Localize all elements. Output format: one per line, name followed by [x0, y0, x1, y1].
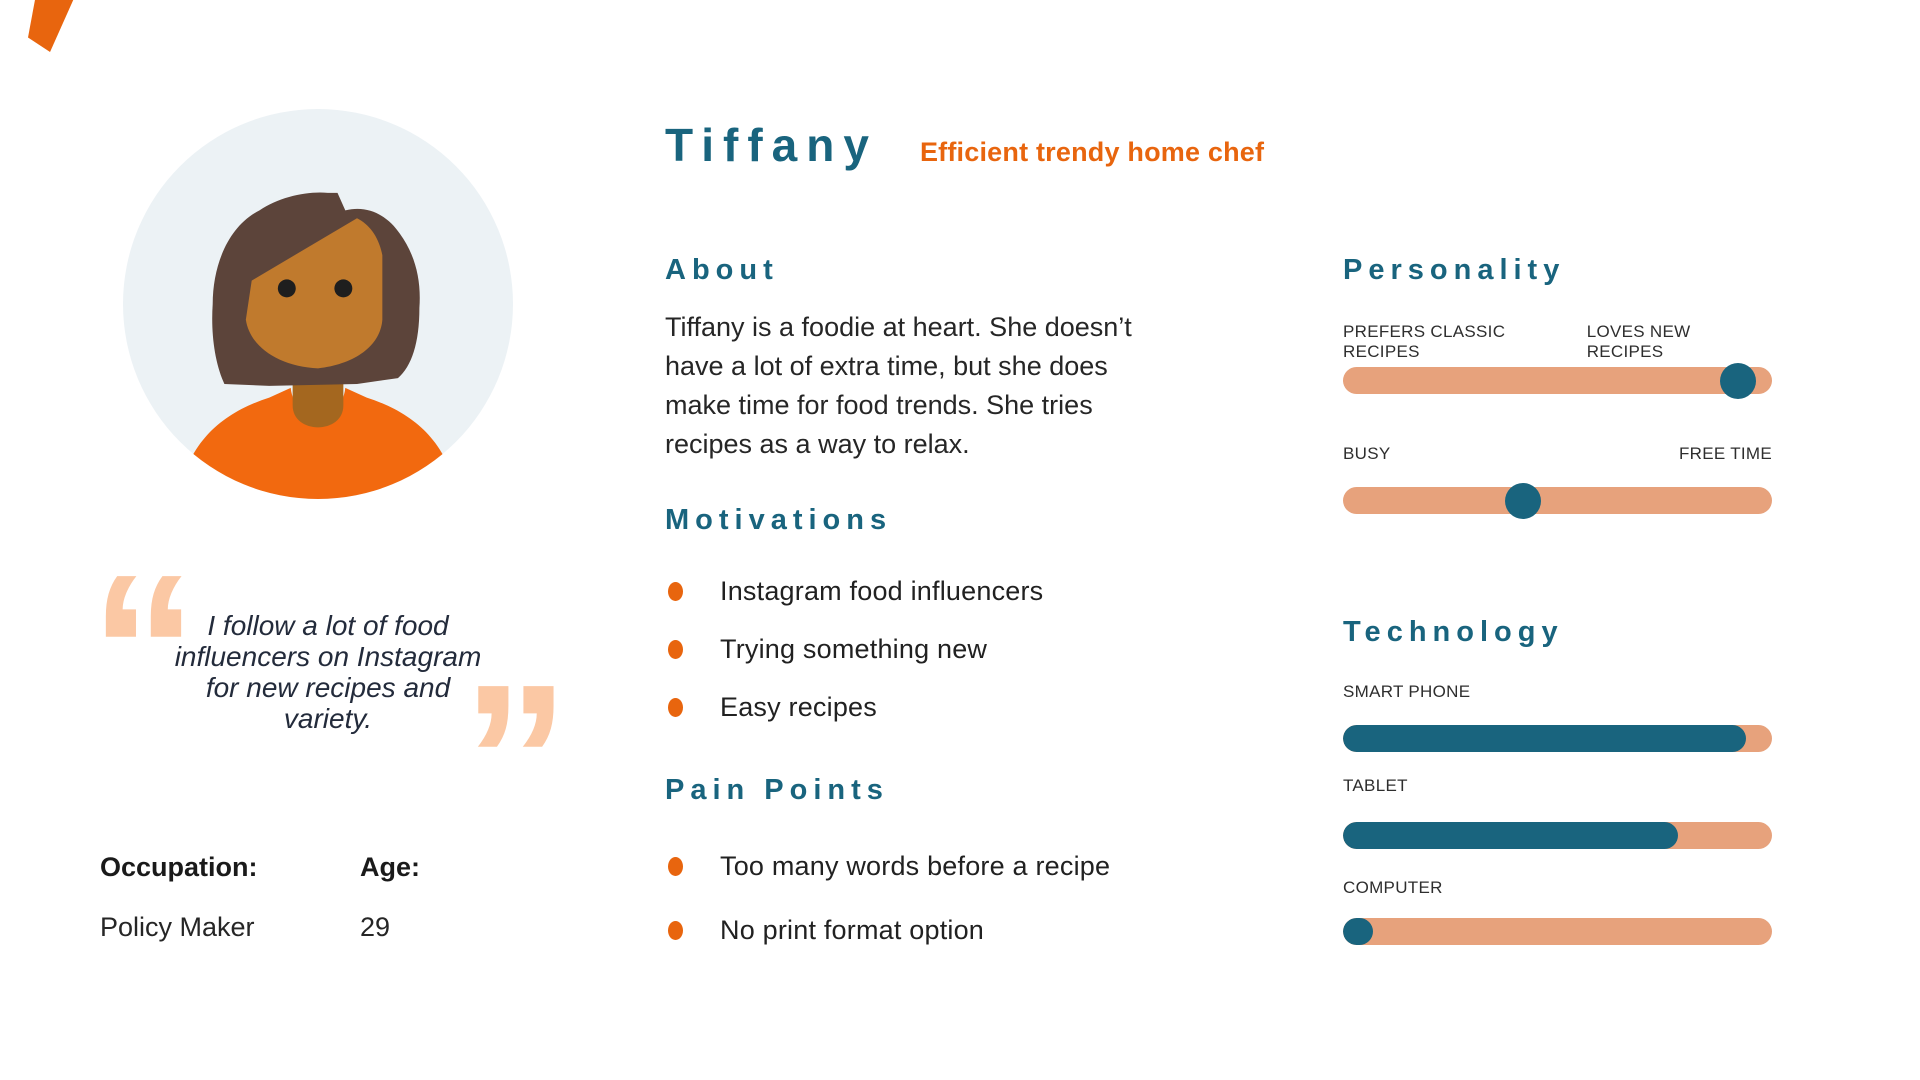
age-label: Age:: [360, 852, 420, 882]
slider-left-label: PREFERS CLASSIC RECIPES: [1343, 322, 1506, 361]
tech-bar-fill: [1343, 725, 1747, 752]
list-item: Trying something new: [665, 620, 1185, 678]
occupation-label: Occupation:: [100, 852, 258, 882]
bullet-icon: [668, 581, 683, 601]
pain-points-list: Too many words before a recipe No print …: [665, 837, 1185, 965]
list-item: No print format option: [665, 901, 1185, 959]
tech-bar-label: COMPUTER: [1343, 878, 1443, 897]
tech-bar-track: [1343, 822, 1772, 849]
slider-knob[interactable]: [1719, 362, 1756, 399]
slider-right-label: LOVES NEW RECIPES: [1586, 322, 1691, 361]
slider-labels: PREFERS CLASSIC RECIPES LOVES NEW RECIPE…: [1343, 322, 1772, 362]
persona-quote: I follow a lot of food influencers on In…: [174, 610, 482, 734]
motivation-item: Instagram food influencers: [720, 575, 1044, 606]
tech-bar-track: [1343, 725, 1772, 752]
list-item: Too many words before a recipe: [665, 837, 1185, 895]
corner-triangle-icon: [28, 0, 74, 52]
tech-bar-track: [1343, 918, 1772, 945]
slider-labels: BUSY FREE TIME: [1343, 444, 1772, 464]
pain-point-item: No print format option: [720, 914, 985, 945]
tech-bar-fill: [1343, 822, 1678, 849]
woman-avatar-icon: [123, 109, 513, 499]
motivations-list: Instagram food influencers Trying someth…: [665, 562, 1185, 736]
personality-slider-track: [1343, 362, 1772, 399]
bullet-icon: [668, 697, 683, 717]
motivation-item: Trying something new: [720, 633, 988, 664]
motivation-item: Easy recipes: [720, 691, 877, 722]
slider-right-label: FREE TIME: [1678, 444, 1772, 463]
quote-block: “ I follow a lot of food influencers on …: [90, 529, 569, 880]
pain-point-item: Too many words before a recipe: [720, 850, 1111, 881]
persona-tagline: Efficient trendy home chef: [919, 137, 1265, 167]
personality-slider-track: [1343, 482, 1772, 519]
about-heading: About: [665, 254, 779, 286]
about-text: Tiffany is a foodie at heart. She doesn’…: [665, 312, 1132, 459]
list-item: Easy recipes: [665, 678, 1185, 736]
tech-bar-label: TABLET: [1343, 776, 1408, 795]
persona-name: Tiffany: [665, 119, 878, 171]
personality-heading: Personality: [1343, 254, 1566, 286]
occupation-value: Policy Maker: [100, 912, 255, 942]
pain-points-heading: Pain Points: [665, 774, 889, 806]
title-row: Tiffany Efficient trendy home chef: [665, 118, 1565, 172]
technology-heading: Technology: [1343, 616, 1564, 648]
motivations-heading: Motivations: [665, 504, 893, 536]
slider-knob[interactable]: [1505, 482, 1542, 519]
tech-bar-label: SMART PHONE: [1343, 682, 1471, 701]
list-item: Instagram food influencers: [665, 562, 1185, 620]
bullet-icon: [668, 639, 683, 659]
bullet-icon: [668, 920, 683, 940]
bullet-icon: [668, 856, 683, 876]
slider-left-label: BUSY: [1343, 444, 1391, 463]
tech-bar-fill: [1343, 918, 1374, 945]
age-value: 29: [360, 912, 391, 942]
avatar: [123, 109, 513, 499]
